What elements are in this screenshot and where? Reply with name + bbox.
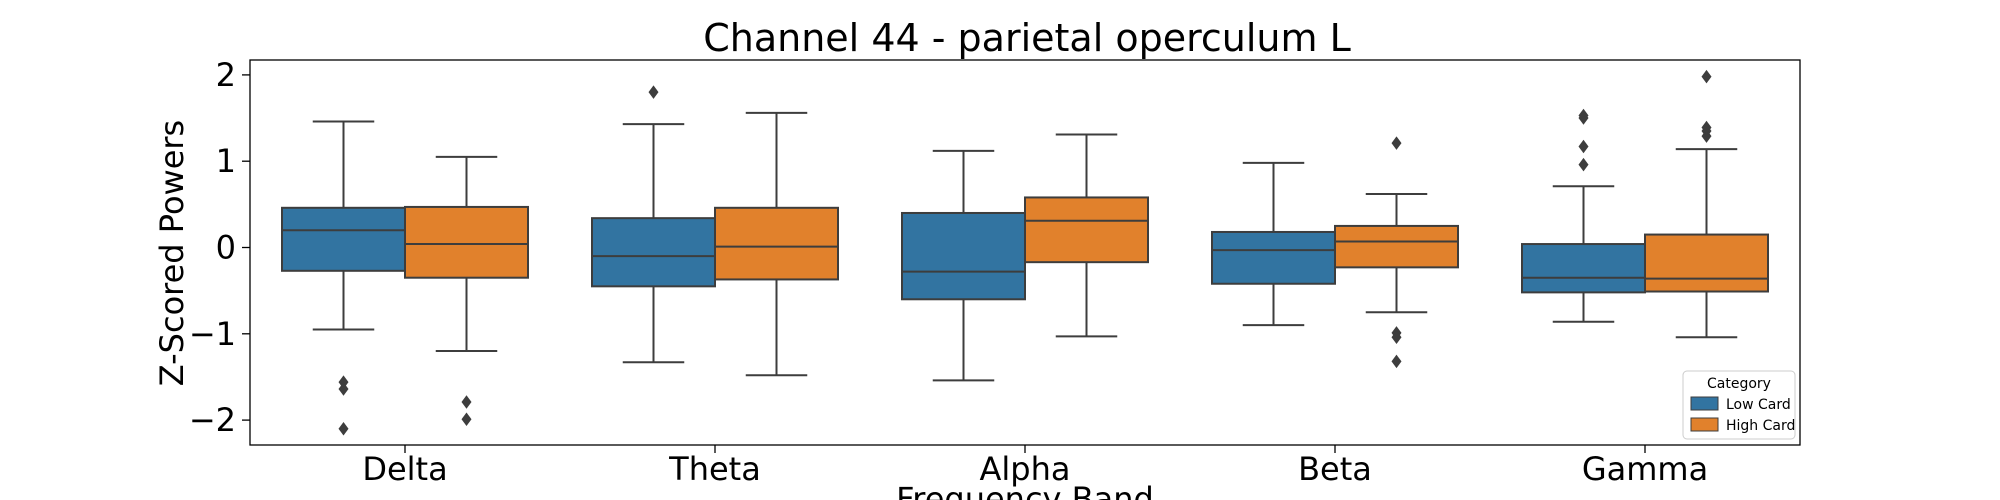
x-tick-label: Alpha (980, 450, 1071, 488)
box (1644, 233, 1769, 293)
x-tick-label: Beta (1298, 450, 1372, 488)
x-tick-label: Gamma (1582, 450, 1708, 488)
outlier-point (338, 421, 349, 436)
box (1334, 224, 1459, 269)
box (1211, 230, 1336, 285)
box (1521, 243, 1646, 294)
x-axis: Delta Theta Alpha Beta Gamma (362, 445, 1708, 488)
y-axis-label: Z-Scored Powers (153, 120, 191, 386)
outlier-point (648, 85, 659, 99)
legend-label: Low Card (1726, 397, 1791, 413)
box-group (1334, 136, 1459, 369)
box (281, 206, 406, 272)
outlier-point (1391, 136, 1402, 150)
legend: Category Low Card High Card (1682, 370, 1796, 440)
legend-swatch (1690, 417, 1719, 432)
outlier-point (461, 395, 472, 409)
box-group (281, 120, 406, 436)
box-group (901, 149, 1026, 382)
outlier-point (338, 382, 349, 396)
box (901, 211, 1026, 301)
outlier-point (1578, 139, 1589, 154)
x-axis-label: Frequency Band (896, 480, 1154, 500)
y-tick-label: −2 (189, 401, 236, 439)
box (1024, 196, 1149, 264)
outlier-point (1391, 354, 1402, 369)
outlier-point (461, 412, 472, 426)
outlier-point (1578, 157, 1589, 172)
box-group (714, 111, 839, 377)
box (714, 206, 839, 281)
legend-title: Category (1707, 376, 1771, 392)
outlier-point (1578, 108, 1589, 123)
y-axis: 2 1 0 −1 −2 (189, 56, 250, 439)
outlier-point (1701, 120, 1712, 135)
box-group (1521, 108, 1646, 323)
box-group (404, 155, 529, 426)
box-group (1644, 69, 1769, 339)
outlier-point (1391, 330, 1402, 345)
box-group (1211, 161, 1336, 327)
legend-swatch (1690, 396, 1719, 411)
box (404, 205, 529, 279)
y-tick-label: 1 (216, 142, 236, 180)
x-tick-label: Theta (668, 450, 761, 488)
outlier-point (338, 375, 349, 389)
box-group (1024, 133, 1149, 338)
box (591, 217, 716, 288)
chart-title: Channel 44 - parietal operculum L (703, 16, 1351, 60)
y-tick-label: 0 (216, 229, 236, 267)
legend-label: High Card (1726, 418, 1795, 434)
box-group (591, 85, 716, 364)
y-tick-label: 2 (216, 56, 236, 94)
plot-layer (281, 69, 1769, 436)
y-tick-label: −1 (189, 315, 236, 353)
outlier-point (1701, 69, 1712, 84)
x-tick-label: Delta (362, 450, 447, 488)
